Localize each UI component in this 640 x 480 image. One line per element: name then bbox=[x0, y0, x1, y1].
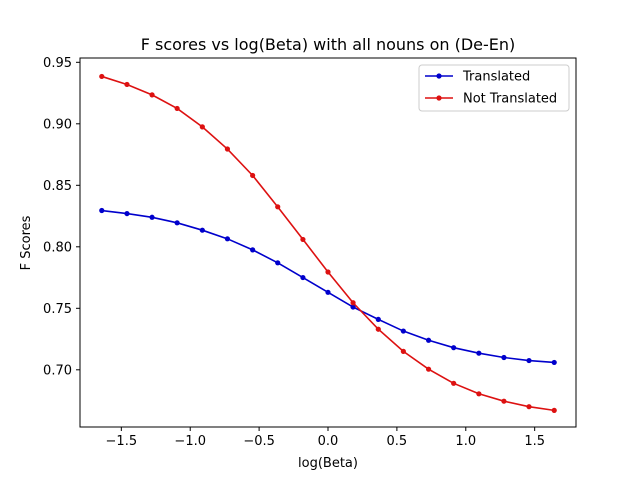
legend-item: Not Translated bbox=[425, 92, 557, 107]
y-tick-label: 0.70 bbox=[43, 363, 72, 378]
data-point bbox=[551, 359, 557, 366]
data-point bbox=[275, 204, 281, 210]
data-point bbox=[375, 316, 381, 322]
data-point bbox=[124, 81, 130, 88]
series-layer bbox=[99, 73, 557, 413]
x-axis-label: log(Beta) bbox=[298, 456, 358, 471]
data-point bbox=[501, 398, 507, 404]
data-point bbox=[451, 380, 457, 386]
x-tick-label: −0.5 bbox=[243, 434, 275, 449]
legend-box bbox=[418, 64, 570, 112]
data-point bbox=[149, 92, 155, 98]
x-axis-ticks: −1.5 −1.0 −0.5 0.0 0.5 1.0 1.5 bbox=[106, 427, 545, 449]
data-point bbox=[199, 124, 205, 130]
x-tick-label: 1.5 bbox=[524, 434, 545, 449]
chart-title: F scores vs log(Beta) with all nouns on … bbox=[141, 35, 516, 54]
data-point bbox=[300, 236, 306, 243]
x-tick-label: −1.5 bbox=[106, 434, 138, 449]
data-point bbox=[501, 354, 507, 361]
data-point bbox=[199, 227, 205, 233]
x-tick-label: 0.5 bbox=[387, 434, 408, 449]
series-translated bbox=[99, 207, 557, 366]
legend-label: Translated bbox=[462, 70, 530, 85]
data-point bbox=[375, 326, 381, 332]
data-point bbox=[526, 404, 532, 410]
data-point bbox=[224, 146, 231, 152]
data-point bbox=[250, 172, 256, 179]
data-point bbox=[476, 350, 482, 356]
data-point bbox=[400, 348, 406, 354]
y-axis-label: F Scores bbox=[19, 215, 34, 270]
data-point bbox=[300, 274, 306, 281]
data-point bbox=[224, 236, 231, 242]
series-not-translated bbox=[99, 73, 557, 413]
data-point bbox=[350, 304, 356, 310]
data-point bbox=[551, 407, 557, 413]
data-point bbox=[325, 269, 331, 275]
data-point bbox=[99, 73, 105, 80]
data-point bbox=[476, 391, 482, 397]
data-point bbox=[149, 214, 155, 220]
x-tick-label: −1.0 bbox=[174, 434, 206, 449]
data-point bbox=[325, 289, 331, 295]
data-point bbox=[451, 345, 457, 351]
x-tick-label: 0.0 bbox=[318, 434, 339, 449]
data-point bbox=[174, 220, 180, 226]
legend-marker bbox=[436, 73, 442, 79]
data-point bbox=[275, 260, 281, 266]
legend-label: Not Translated bbox=[463, 92, 557, 107]
y-axis-ticks: 0.70 0.75 0.80 0.85 0.90 0.95 bbox=[43, 56, 80, 378]
legend-item: Translated bbox=[425, 70, 530, 85]
data-point bbox=[425, 366, 432, 372]
data-point bbox=[350, 300, 356, 306]
data-point bbox=[99, 207, 105, 214]
legend-marker bbox=[436, 95, 442, 101]
y-tick-label: 0.85 bbox=[43, 179, 72, 194]
y-tick-label: 0.90 bbox=[43, 117, 72, 132]
y-tick-label: 0.80 bbox=[43, 240, 72, 255]
y-tick-label: 0.75 bbox=[43, 302, 72, 317]
legend: Translated Not Translated bbox=[418, 64, 570, 112]
data-point bbox=[425, 337, 432, 343]
x-tick-label: 1.0 bbox=[455, 434, 476, 449]
data-point bbox=[124, 210, 130, 217]
data-point bbox=[174, 105, 180, 112]
y-tick-label: 0.95 bbox=[43, 56, 72, 71]
data-point bbox=[250, 247, 256, 253]
data-point bbox=[400, 328, 406, 334]
data-point bbox=[526, 357, 532, 364]
